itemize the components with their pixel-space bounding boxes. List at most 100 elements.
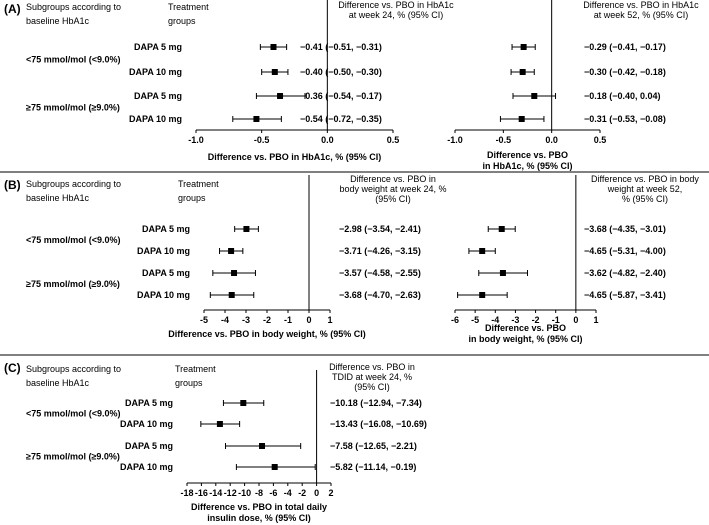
- estimate-value-label: −4.65 (−5.87, −3.41): [584, 290, 666, 300]
- estimate-value-label: −3.68 (−4.70, −2.63): [339, 290, 421, 300]
- column-title: TDID at week 24, %: [332, 372, 412, 382]
- column-title: (95% CI): [354, 382, 390, 392]
- estimate-value-label: −0.54 (−0.72, −0.35): [300, 114, 382, 124]
- estimate-value-label: −4.65 (−5.31, −4.00): [584, 246, 666, 256]
- x-tick-label: -10: [238, 488, 251, 498]
- column-title: (95% CI): [375, 194, 411, 204]
- point-estimate-marker: [277, 93, 284, 99]
- x-tick-label: -5: [471, 315, 479, 325]
- x-tick-label: -1.0: [188, 135, 204, 145]
- x-tick-label: 0.5: [387, 135, 400, 145]
- subgroup-label: <75 mmol/mol (<9.0%): [26, 235, 121, 245]
- estimate-value-label: −3.71 (−4.26, −3.15): [339, 246, 421, 256]
- treatment-label: DAPA 10 mg: [129, 114, 182, 124]
- panel-label: (B): [4, 178, 21, 192]
- subgroup-header: baseline HbA1c: [26, 193, 90, 203]
- x-tick-label: -4: [284, 488, 292, 498]
- x-tick-label: 0.0: [321, 135, 334, 145]
- treatment-label: DAPA 5 mg: [134, 42, 182, 52]
- point-estimate-marker: [216, 421, 223, 427]
- x-tick-label: -2: [263, 315, 271, 325]
- panel-label: (C): [4, 361, 21, 375]
- treatment-header: groups: [175, 378, 203, 388]
- subgroup-label: <75 mmol/mol (<9.0%): [26, 409, 121, 419]
- point-estimate-marker: [271, 69, 278, 75]
- x-axis-label: Difference vs. PBO in total daily: [191, 502, 327, 512]
- estimate-value-label: −0.30 (−0.42, −0.18): [584, 67, 666, 77]
- x-tick-label: -2: [532, 315, 540, 325]
- estimate-value-label: −5.82 (−11.14, −0.19): [330, 462, 416, 472]
- point-estimate-marker: [228, 248, 235, 254]
- column-title: at week 24, % (95% CI): [349, 10, 444, 20]
- estimate-value-label: −0.31 (−0.53, −0.08): [584, 114, 666, 124]
- point-estimate-marker: [531, 93, 538, 99]
- estimate-value-label: −0.40 (−0.50, −0.30): [300, 67, 382, 77]
- treatment-label: DAPA 5 mg: [142, 224, 190, 234]
- x-tick-label: -1.0: [447, 135, 463, 145]
- estimate-value-label: −10.18 (−12.94, −7.34): [330, 398, 422, 408]
- column-title: weight at week 52,: [607, 184, 683, 194]
- treatment-label: DAPA 10 mg: [137, 246, 190, 256]
- x-tick-label: 0: [314, 488, 319, 498]
- estimate-value-label: −2.98 (−3.54, −2.41): [339, 224, 421, 234]
- x-tick-label: 0.0: [545, 135, 558, 145]
- point-estimate-marker: [270, 44, 277, 50]
- x-tick-label: 0: [573, 315, 578, 325]
- column-title: Difference vs. PBO in: [329, 362, 415, 372]
- x-tick-label: 0.5: [594, 135, 607, 145]
- point-estimate-marker: [498, 226, 505, 232]
- point-estimate-marker: [228, 292, 235, 298]
- x-tick-label: -8: [255, 488, 263, 498]
- subgroup-header: baseline HbA1c: [26, 16, 90, 26]
- x-axis-label: Difference vs. PBO: [487, 150, 568, 160]
- x-tick-label: -0.5: [254, 135, 270, 145]
- x-tick-label: -6: [269, 488, 277, 498]
- panel-label: (A): [4, 2, 21, 16]
- x-tick-label: -4: [221, 315, 229, 325]
- x-tick-label: 2: [328, 488, 333, 498]
- column-title: Difference vs. PBO in HbA1c: [338, 0, 454, 10]
- point-estimate-marker: [243, 226, 250, 232]
- x-tick-label: 1: [593, 315, 598, 325]
- x-tick-label: -5: [200, 315, 208, 325]
- point-estimate-marker: [479, 292, 486, 298]
- x-axis-label: insulin dose, % (95% CI): [207, 513, 311, 523]
- estimate-value-label: −0.29 (−0.41, −0.17): [584, 42, 666, 52]
- x-tick-label: -6: [451, 315, 459, 325]
- column-title: body weight at week 24, %: [339, 184, 446, 194]
- estimate-value-label: −7.58 (−12.65, −2.21): [330, 441, 417, 451]
- point-estimate-marker: [240, 400, 247, 406]
- x-axis-label: in body weight, % (95% CI): [468, 334, 582, 344]
- point-estimate-marker: [479, 248, 486, 254]
- estimate-value-label: −3.57 (−4.58, −2.55): [339, 268, 421, 278]
- estimate-value-label: −3.62 (−4.82, −2.40): [584, 268, 666, 278]
- column-title: Difference vs. PBO in HbA1c: [583, 0, 699, 10]
- estimate-value-label: −0.18 (−0.40, 0.04): [584, 91, 661, 101]
- treatment-label: DAPA 10 mg: [129, 67, 182, 77]
- x-tick-label: -14: [209, 488, 222, 498]
- point-estimate-marker: [259, 443, 266, 449]
- subgroup-label: ≥75 mmol/mol (≥9.0%): [26, 103, 120, 113]
- subgroup-label: <75 mmol/mol (<9.0%): [26, 55, 121, 65]
- estimate-value-label: −3.68 (−4.35, −3.01): [584, 224, 666, 234]
- x-tick-label: -1: [284, 315, 292, 325]
- point-estimate-marker: [271, 464, 278, 470]
- x-tick-label: -12: [224, 488, 237, 498]
- treatment-label: DAPA 10 mg: [137, 290, 190, 300]
- x-axis-label: Difference vs. PBO: [485, 323, 566, 333]
- treatment-header: Treatment: [168, 2, 209, 12]
- column-title: Difference vs. PBO in body: [591, 174, 699, 184]
- treatment-header: Treatment: [175, 364, 216, 374]
- subgroup-header: baseline HbA1c: [26, 378, 90, 388]
- treatment-header: groups: [168, 16, 196, 26]
- subgroup-header: Subgroups according to: [26, 364, 121, 374]
- subgroup-label: ≥75 mmol/mol (≥9.0%): [26, 279, 120, 289]
- x-axis-label: Difference vs. PBO in HbA1c, % (95% CI): [208, 152, 382, 162]
- treatment-header: Treatment: [178, 179, 219, 189]
- subgroup-header: Subgroups according to: [26, 179, 121, 189]
- x-axis-label: in HbA1c, % (95% CI): [482, 161, 572, 171]
- point-estimate-marker: [231, 270, 238, 276]
- point-estimate-marker: [519, 69, 526, 75]
- treatment-label: DAPA 5 mg: [125, 398, 173, 408]
